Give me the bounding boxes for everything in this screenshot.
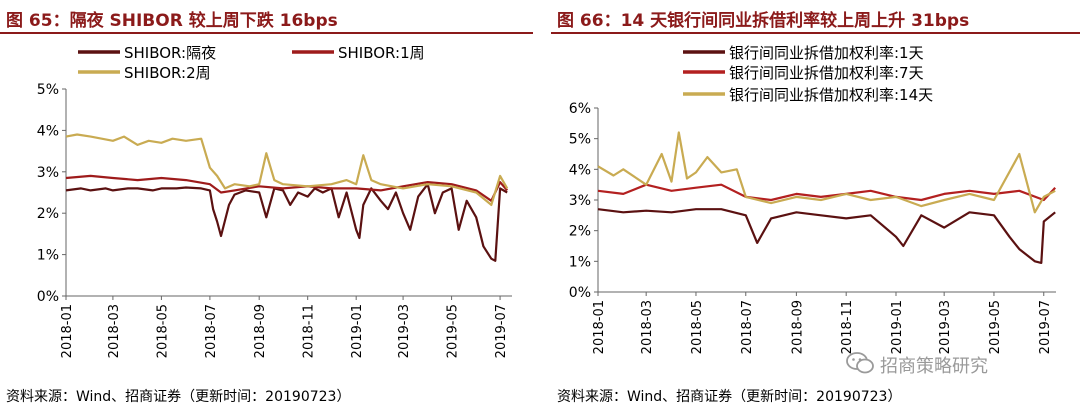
y-tick-label: 4% xyxy=(37,123,59,139)
x-tick-label: 2019-03 xyxy=(397,304,412,358)
y-tick-label: 2% xyxy=(569,224,591,240)
y-tick-label: 1% xyxy=(37,248,59,264)
legend-label: SHIBOR:1周 xyxy=(338,44,425,62)
y-tick-label: 2% xyxy=(37,206,59,222)
x-tick-label: 2018-09 xyxy=(790,300,805,354)
series-line-2 xyxy=(597,183,1057,202)
y-tick-label: 5% xyxy=(569,132,591,148)
y-tick-label: 0% xyxy=(569,285,591,301)
y-tick-label: 1% xyxy=(569,254,591,270)
y-tick-label: 4% xyxy=(569,162,591,178)
source-note: 资料来源：Wind、招商证券（更新时间：20190723） xyxy=(6,389,351,405)
y-tick-label: 6% xyxy=(569,101,591,117)
x-tick-label: 2018-05 xyxy=(155,304,170,358)
x-tick-label: 2019-03 xyxy=(938,300,953,354)
watermark: 招商策略研究 xyxy=(846,349,1076,377)
x-tick-label: 2019-05 xyxy=(446,304,461,358)
y-tick-label: 3% xyxy=(37,165,59,181)
series-line-3 xyxy=(597,131,1056,214)
x-tick-label: 2018-01 xyxy=(60,304,75,358)
series-line-2 xyxy=(65,174,509,202)
x-tick-label: 2018-09 xyxy=(253,304,268,358)
y-tick-label: 3% xyxy=(569,193,591,209)
chart-shibor: 0% 1% 2% 3% 4% 5% 2018-01 2018-03 2018-05 2018-07… xyxy=(37,44,512,358)
x-tick-label: 2019-07 xyxy=(1038,300,1053,354)
series-line-1 xyxy=(65,183,508,262)
x-tick-label: 2019-05 xyxy=(988,300,1003,354)
chart-title: 图 66：14 天银行间同业拆借利率较上周上升 31bps xyxy=(557,11,970,31)
title-rule xyxy=(551,32,1080,34)
x-tick-label: 2018-07 xyxy=(740,300,755,354)
x-tick-label: 2019-01 xyxy=(350,304,365,358)
x-tick-label: 2018-03 xyxy=(640,300,655,354)
legend-label: 银行间同业拆借加权利率:7天 xyxy=(729,64,924,82)
x-tick-label: 2019-01 xyxy=(890,300,905,354)
legend-label: SHIBOR:隔夜 xyxy=(124,44,216,62)
chart-panel-right: 图 66：14 天银行间同业拆借利率较上周上升 31bps 0% 1% 2% 3% 4%… xyxy=(551,0,1080,413)
x-tick-label: 2018-11 xyxy=(840,300,855,354)
y-tick-label: 5% xyxy=(37,82,59,98)
y-tick-label: 0% xyxy=(37,289,59,305)
title-rule xyxy=(0,32,533,34)
x-tick-label: 2018-07 xyxy=(204,304,219,358)
chart-title: 图 65：隔夜 SHIBOR 较上周下跌 16bps xyxy=(6,11,338,31)
x-tick-label: 2018-01 xyxy=(592,300,607,354)
wechat-icon xyxy=(846,352,874,374)
watermark-text: 招商策略研究 xyxy=(880,356,988,377)
x-tick-label: 2018-05 xyxy=(690,300,705,354)
series-line-1 xyxy=(597,208,1056,264)
x-tick-label: 2018-03 xyxy=(107,304,122,358)
x-tick-label: 2019-07 xyxy=(494,304,509,358)
chart-panel-left: 图 65：隔夜 SHIBOR 较上周下跌 16bps 0% 1% 2% 3% 4% 5% 2… xyxy=(0,0,533,413)
legend-label: 银行间同业拆借加权利率:14天 xyxy=(729,86,933,104)
x-tick-label: 2018-11 xyxy=(302,304,317,358)
chart-interbank-rates: 0% 1% 2% 3% 4% 5% 6% 2018-01 2018-03 2018-05 2018-… xyxy=(569,44,1057,354)
legend-label: 银行间同业拆借加权利率:1天 xyxy=(729,44,924,62)
series-line-3 xyxy=(65,133,509,206)
source-note: 资料来源：Wind、招商证券（更新时间：20190723） xyxy=(557,389,902,405)
legend-label: SHIBOR:2周 xyxy=(124,64,211,82)
